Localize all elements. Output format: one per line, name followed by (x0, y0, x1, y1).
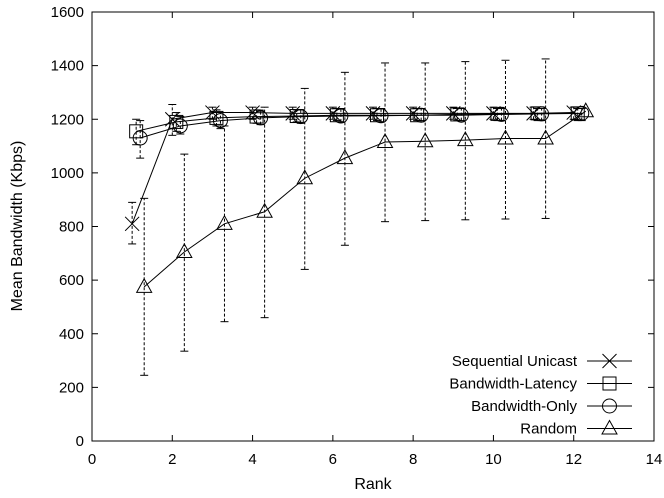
y-tick-label: 800 (59, 219, 84, 236)
y-tick-label: 1200 (51, 111, 84, 128)
triangle-marker (376, 133, 394, 149)
y-tick-label: 1000 (51, 165, 84, 182)
x-tick-label: 4 (248, 451, 256, 468)
series-markers (124, 102, 595, 293)
x-tick-label: 10 (485, 451, 502, 468)
cross-marker (245, 105, 260, 120)
cross-marker (285, 105, 301, 121)
triangle-marker (336, 149, 354, 165)
legend-label: Sequential Unicast (452, 353, 578, 370)
series-line (131, 112, 574, 224)
legend-label: Bandwidth-Only (471, 398, 577, 415)
x-tick-label: 6 (329, 451, 337, 468)
triangle-marker (601, 419, 618, 435)
triangle-marker (175, 242, 193, 258)
axis-ticks: 0 200 400 600 800 1000 1200 1400 1600 0 2 4 6 8 10 12 14 (51, 4, 663, 468)
y-axis-label: Mean Bandwidth (Kbps) (9, 141, 26, 312)
square-marker (169, 114, 184, 129)
y-tick-label: 1400 (51, 58, 84, 75)
x-axis-label: Rank (354, 476, 392, 493)
triangle-marker (216, 214, 233, 230)
circle-marker (253, 110, 269, 126)
circle-marker (453, 107, 469, 123)
square-marker (209, 110, 224, 125)
y-tick-label: 400 (59, 326, 84, 343)
legend-label: Random (520, 421, 577, 438)
error-bars (128, 58, 586, 376)
circle-marker (602, 398, 617, 414)
circle-marker (172, 118, 188, 134)
cross-marker (526, 105, 541, 121)
series-line (143, 110, 587, 288)
x-tick-label: 0 (88, 451, 96, 468)
triangle-marker (537, 129, 554, 145)
y-tick-label: 600 (59, 272, 84, 289)
series-line (140, 112, 582, 139)
legend: Sequential Unicast Bandwidth-Latency Bandw… (449, 353, 632, 438)
triangle-marker (416, 132, 434, 148)
circle-marker (574, 105, 590, 121)
circle-marker (373, 108, 389, 124)
y-tick-label: 200 (59, 379, 84, 396)
square-marker (410, 108, 425, 123)
x-tick-label: 2 (168, 451, 176, 468)
triangle-marker (296, 169, 314, 185)
legend-label: Bandwidth-Latency (449, 376, 577, 393)
triangle-marker (456, 131, 474, 147)
cross-marker (205, 105, 220, 120)
square-marker (570, 106, 585, 121)
circle-marker (212, 113, 228, 129)
square-marker (602, 376, 617, 391)
series-lines (131, 110, 587, 288)
circle-marker (333, 108, 349, 124)
cross-marker (164, 111, 180, 127)
cross-marker (124, 216, 140, 232)
circle-marker (293, 109, 309, 125)
y-tick-label: 0 (76, 433, 84, 450)
circle-marker (534, 106, 550, 122)
triangle-marker (135, 277, 153, 293)
x-tick-label: 8 (409, 451, 417, 468)
circle-marker (493, 106, 509, 122)
x-tick-label: 12 (565, 451, 582, 468)
triangle-marker (497, 129, 514, 145)
cross-marker (566, 105, 582, 120)
triangle-marker (256, 202, 273, 218)
y-tick-label: 1600 (51, 4, 84, 21)
triangle-marker (577, 102, 595, 118)
circle-marker (132, 130, 148, 146)
x-tick-label: 14 (646, 451, 663, 468)
cross-marker (602, 353, 617, 369)
circle-marker (413, 107, 429, 123)
